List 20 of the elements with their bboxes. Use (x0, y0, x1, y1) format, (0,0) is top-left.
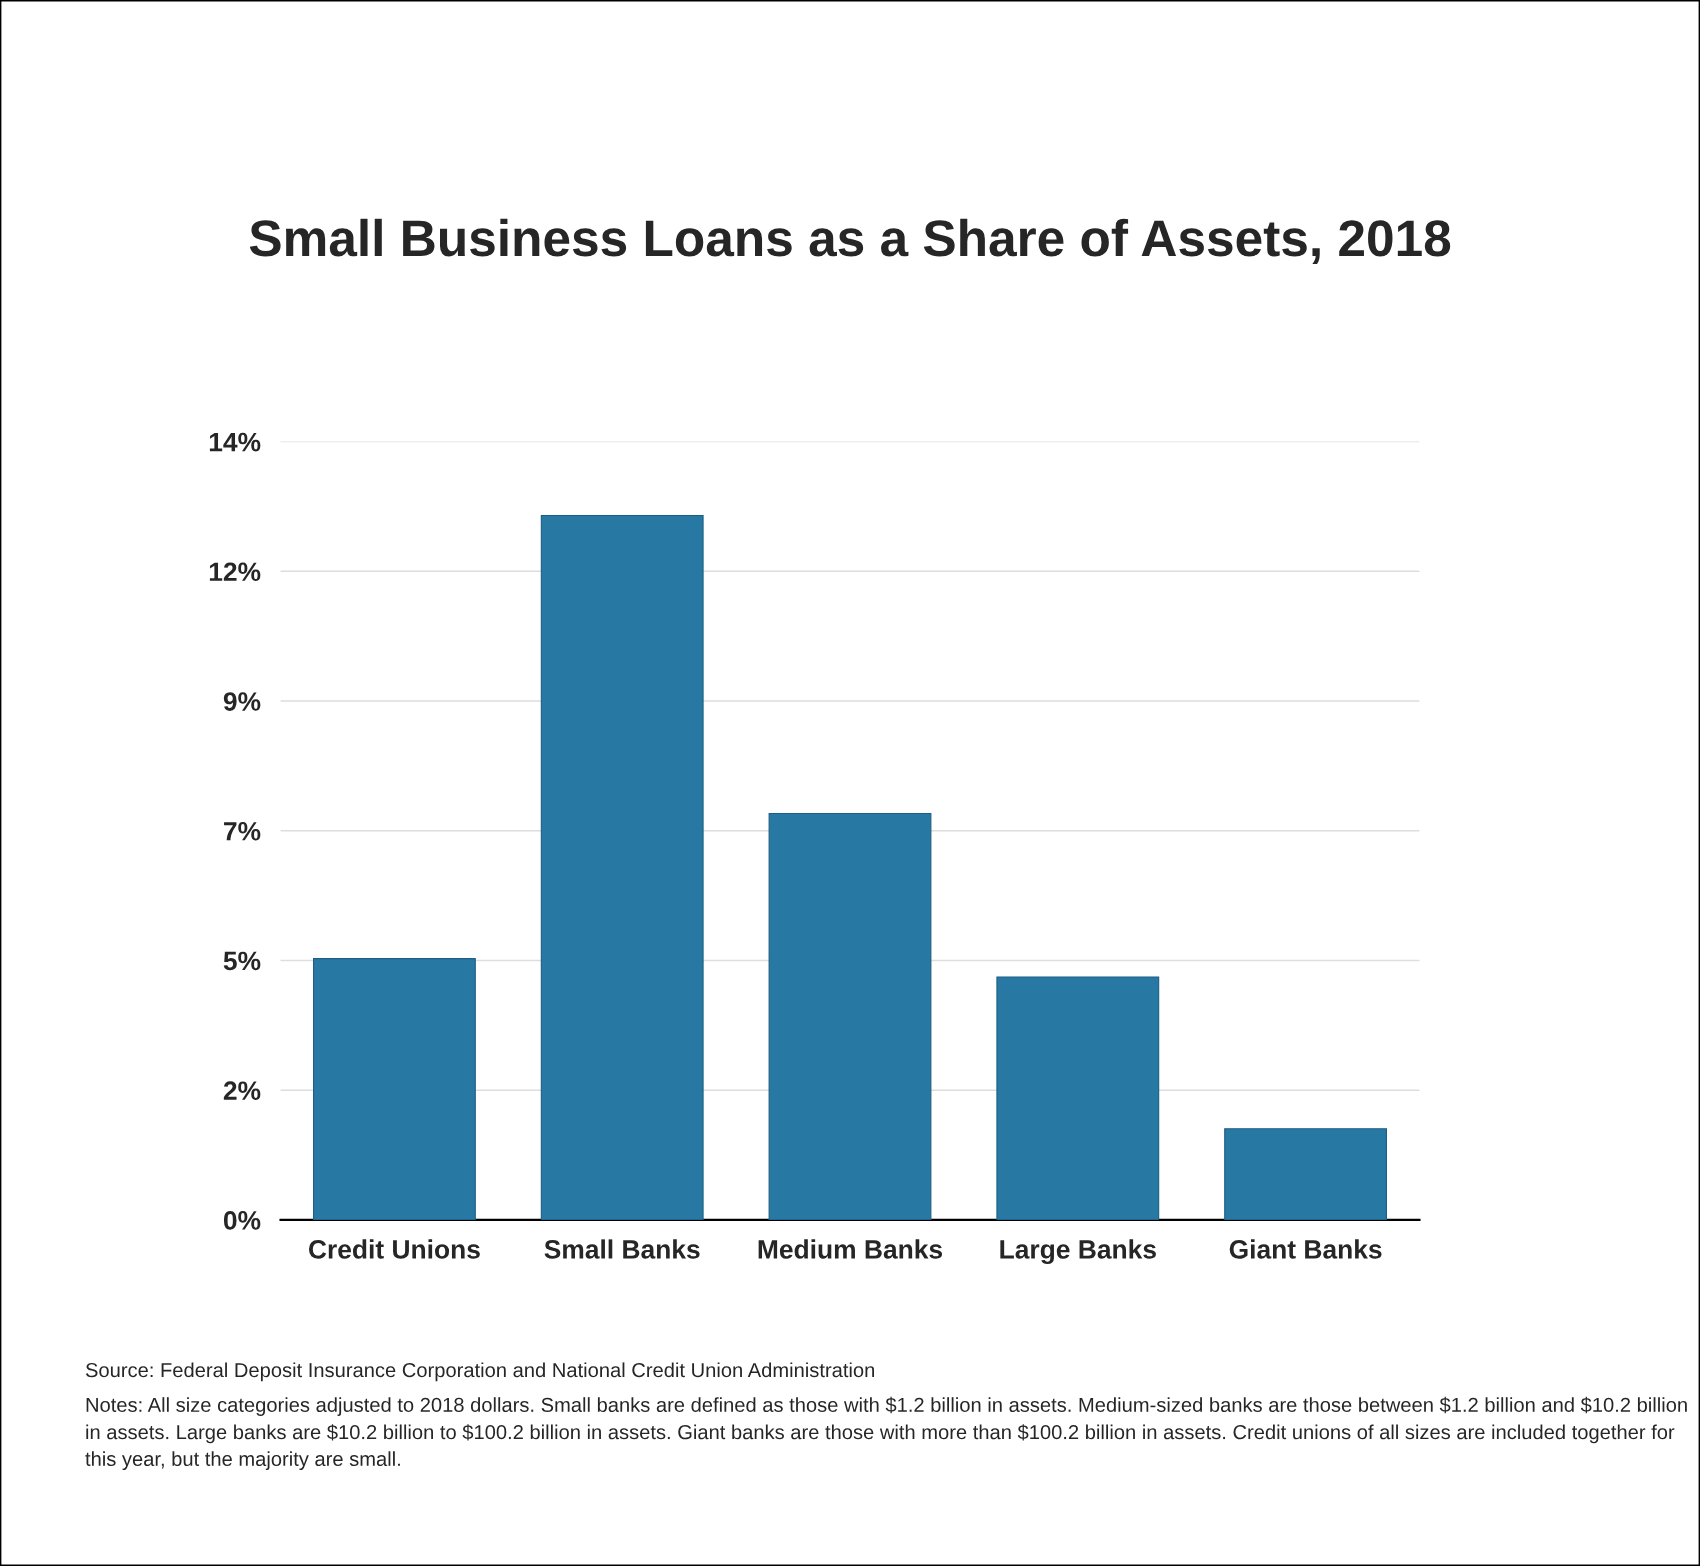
bar (312, 958, 476, 1220)
bar (768, 812, 932, 1220)
x-tick-label: Credit Unions (308, 1239, 480, 1259)
source-note: Source: Federal Deposit Insurance Corporation and National Credit Union Administration (85, 1362, 875, 1382)
y-tick-label: 14% (209, 432, 261, 452)
bar (996, 976, 1160, 1220)
y-tick-label: 12% (209, 562, 261, 582)
y-tick-label: 2% (223, 1081, 261, 1100)
x-tick-label: Small Banks (544, 1239, 700, 1259)
bar (540, 514, 704, 1220)
y-tick-label: 9% (223, 692, 261, 711)
x-tick-label: Giant Banks (1229, 1239, 1382, 1259)
text: Notes: All size categories adjusted to 2018 dollars. Small banks are defined as those with $1.2 billion in assets. Medium-sized banks are those between $1.2 billion and $10.2 billion in assets. Large banks are $10.2 billion to $100.2 billion in assets. Giant banks are those with more than $100.2 billion in assets. Credit unions of all sizes are included together for this year, but the majority are small. (85, 1396, 1687, 1471)
x-tick-label: Large Banks (1000, 1239, 1156, 1265)
x-tick-label: Medium Banks (758, 1239, 943, 1259)
bar (1224, 1128, 1388, 1220)
y-tick-label: 5% (223, 951, 261, 971)
chart-title: Small Business Loans as a Share of Assets, 2018 (249, 218, 1451, 264)
y-tick-label: 0% (223, 1211, 261, 1230)
y-tick-label: 7% (224, 821, 261, 841)
